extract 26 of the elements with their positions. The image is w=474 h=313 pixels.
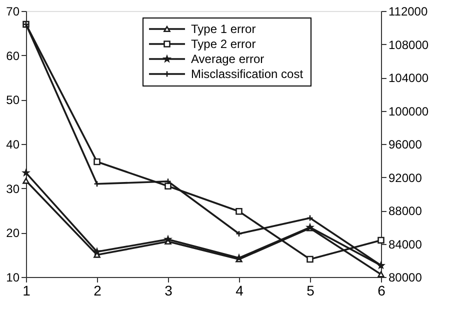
- y-tick-label: 20: [6, 226, 20, 240]
- y-tick-label: 40: [6, 138, 20, 152]
- y2-tick-label: 84000: [388, 237, 422, 252]
- legend-label: Type 1 error: [191, 22, 256, 36]
- y2-tick-label: 80000: [388, 270, 422, 284]
- x-tick-label: 6: [378, 282, 386, 298]
- legend-label: Average error: [191, 52, 264, 66]
- y-tick-label: 70: [6, 4, 20, 18]
- y2-tick-label: 108000: [388, 38, 429, 52]
- x-tick-label: 4: [236, 282, 244, 298]
- y-tick-label: 50: [6, 93, 20, 108]
- y2-tick-label: 104000: [388, 71, 429, 85]
- y2-tick-label: 96000: [388, 138, 422, 152]
- y-tick-label: 30: [6, 182, 20, 196]
- x-tick-label: 1: [22, 282, 31, 298]
- x-tick-label: 3: [164, 282, 173, 298]
- y2-tick-label: 100000: [388, 104, 429, 118]
- y2-tick-label: 92000: [388, 170, 422, 185]
- y-tick-label: 10: [6, 270, 20, 284]
- legend-label: Misclassification cost: [191, 67, 304, 81]
- y-tick-label: 60: [6, 48, 20, 63]
- y2-tick-label: 88000: [388, 204, 422, 218]
- x-tick-label: 5: [306, 282, 315, 298]
- y2-tick-label: 112000: [388, 4, 428, 18]
- x-tick-label: 2: [94, 282, 102, 298]
- legend-label: Type 2 error: [191, 37, 256, 51]
